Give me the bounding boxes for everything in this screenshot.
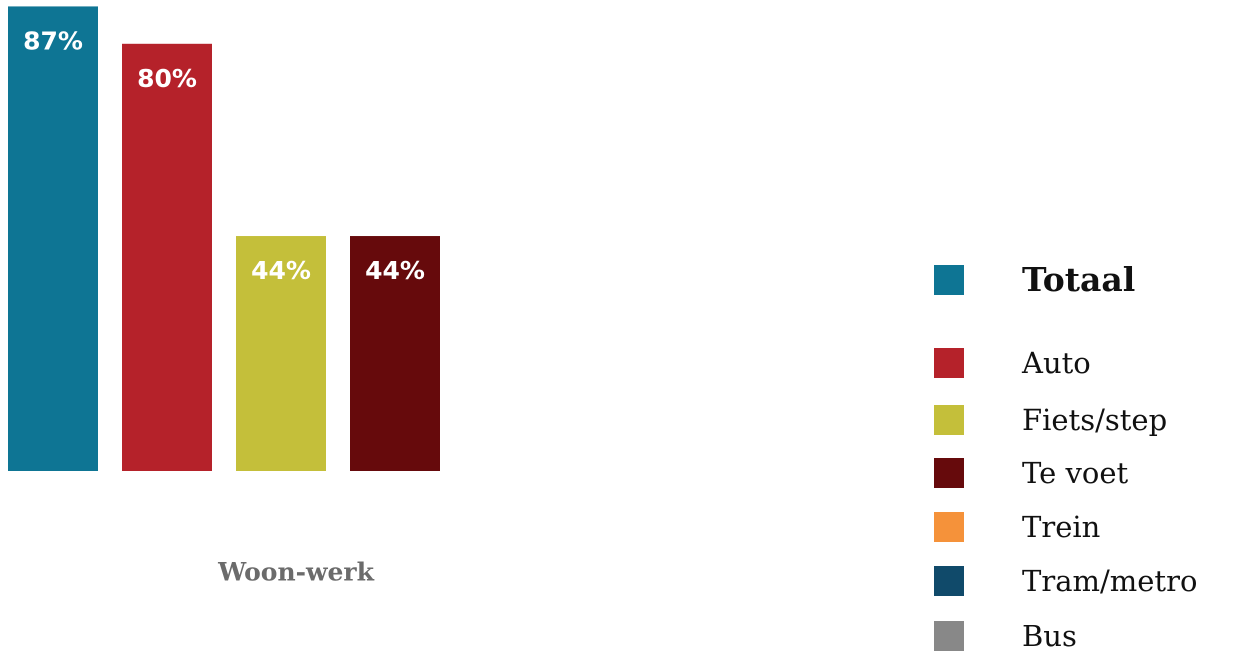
category-label: Woon-werk bbox=[217, 558, 375, 587]
bar bbox=[122, 43, 212, 472]
value-label: 80% bbox=[137, 64, 197, 93]
legend-swatch bbox=[934, 348, 964, 378]
legend-swatch bbox=[934, 405, 964, 435]
legend-label: Te voet bbox=[1022, 456, 1128, 490]
bar bbox=[350, 236, 440, 471]
value-label: 87% bbox=[23, 26, 83, 55]
legend-label: Auto bbox=[1021, 346, 1091, 380]
legend-label: Totaal bbox=[1022, 260, 1135, 299]
legend-swatch bbox=[934, 621, 964, 651]
legend-label: Bus bbox=[1022, 619, 1077, 653]
bar bbox=[236, 236, 326, 471]
legend-swatch bbox=[934, 566, 964, 596]
legend-label: Fiets/step bbox=[1022, 403, 1167, 437]
legend-label: Tram/metro bbox=[1022, 564, 1197, 598]
legend-swatch bbox=[934, 265, 964, 295]
value-label: 44% bbox=[365, 256, 425, 285]
legend-swatch bbox=[934, 458, 964, 488]
value-label: 44% bbox=[251, 256, 311, 285]
legend-swatch bbox=[934, 512, 964, 542]
legend-label: Trein bbox=[1022, 510, 1100, 544]
bar bbox=[8, 6, 98, 471]
